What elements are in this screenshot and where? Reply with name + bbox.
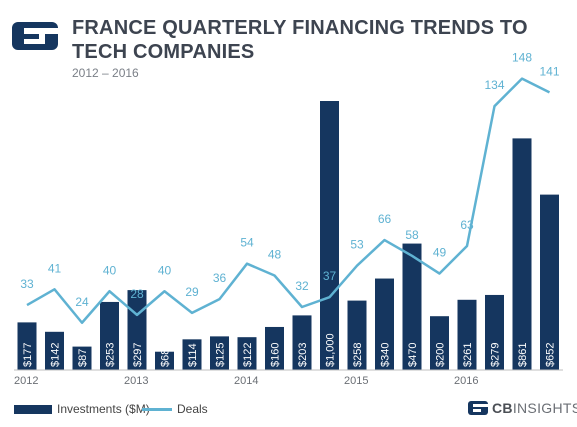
investment-bar [210, 336, 229, 370]
brand-bold: CB [492, 400, 513, 416]
deals-value-label: 32 [295, 279, 309, 293]
deals-value-label: 49 [433, 246, 447, 260]
investment-bar [540, 194, 559, 370]
bar-value-label: $253 [105, 343, 117, 367]
investment-bar [347, 300, 367, 370]
deals-value-label: 48 [268, 248, 282, 262]
deals-value-label: 58 [405, 228, 419, 242]
bar-value-label: $125 [215, 343, 227, 367]
deals-value-label: 28 [130, 287, 144, 301]
deals-value-label: 29 [185, 285, 199, 299]
cb-insights-logo [12, 22, 58, 50]
deals-value-label: 41 [48, 261, 62, 275]
investment-bar [45, 331, 64, 370]
deals-value-label: 33 [20, 277, 34, 291]
investment-bar [292, 315, 312, 370]
deals-value-label: 37 [323, 269, 337, 283]
bar-value-label: $177 [22, 343, 34, 367]
bar-value-label: $258 [352, 343, 364, 367]
investment-bar [155, 351, 174, 370]
investment-bar [182, 339, 202, 370]
brand-text: CBINSIGHTS [492, 400, 577, 416]
legend-investments-label: Investments ($M) [57, 402, 150, 416]
chart-title: FRANCE QUARTERLY FINANCING TRENDS TO TEC… [72, 17, 528, 63]
deals-value-label: 36 [213, 271, 227, 285]
investment-bar [100, 301, 119, 370]
investment-bar [320, 101, 339, 370]
deals-line [26, 77, 551, 324]
bar-value-label: $203 [297, 343, 309, 367]
cb-insights-brand: CBINSIGHTS [468, 400, 577, 416]
bar-value-label: $1,000 [325, 333, 337, 367]
bar-value-label: $200 [435, 343, 447, 367]
chart-subtitle: 2012 – 2016 [72, 66, 139, 80]
legend-investments: Investments ($M) [14, 402, 150, 416]
x-tick-label: 2013 [124, 375, 148, 387]
investment-bar [457, 299, 477, 370]
x-tick-label: 2014 [234, 375, 258, 387]
investment-bar [17, 322, 37, 370]
bar-value-label: $297 [132, 343, 144, 367]
bar-value-label: $142 [50, 343, 62, 367]
bar-value-label: $340 [380, 343, 392, 367]
investment-bar [402, 243, 422, 370]
deals-value-label: 63 [460, 218, 474, 232]
x-tick-label: 2016 [454, 375, 478, 387]
bar-value-label: $261 [462, 343, 474, 367]
deals-value-label: 40 [158, 263, 172, 277]
x-tick-label: 2015 [344, 375, 368, 387]
legend-deals: Deals [142, 402, 208, 416]
bar-value-label: $122 [242, 343, 254, 367]
legend-line-swatch [142, 407, 172, 411]
investment-bar [265, 326, 284, 370]
investment-bar [512, 138, 532, 370]
deals-value-label: 148 [512, 51, 532, 65]
investment-bar [72, 346, 92, 370]
bar-value-label: $68 [160, 349, 172, 367]
bar-value-label: $114 [187, 343, 199, 367]
deals-value-label: 134 [484, 78, 504, 92]
deals-value-label: 54 [240, 236, 254, 250]
investment-bar [237, 337, 257, 370]
bar-value-label: $87 [77, 349, 89, 367]
deals-value-label: 66 [378, 212, 392, 226]
investment-bar [430, 316, 449, 370]
deals-value-label: 24 [75, 295, 89, 309]
investment-bar [375, 278, 394, 370]
deals-value-label: 53 [350, 238, 364, 252]
cb-insights-brand-icon [468, 401, 488, 415]
deals-value-label: 40 [103, 263, 117, 277]
bar-value-label: $470 [407, 343, 419, 367]
x-tick-label: 2012 [14, 375, 38, 387]
investment-bar [485, 294, 504, 370]
brand-rest: INSIGHTS [512, 400, 577, 416]
deals-value-label: 141 [539, 64, 559, 78]
legend-bar-swatch [14, 404, 52, 414]
bar-value-label: $279 [490, 343, 502, 367]
bar-value-label: $160 [270, 343, 282, 367]
bar-value-label: $652 [545, 343, 557, 367]
bar-value-label: $861 [517, 343, 529, 367]
legend-deals-label: Deals [177, 402, 208, 416]
